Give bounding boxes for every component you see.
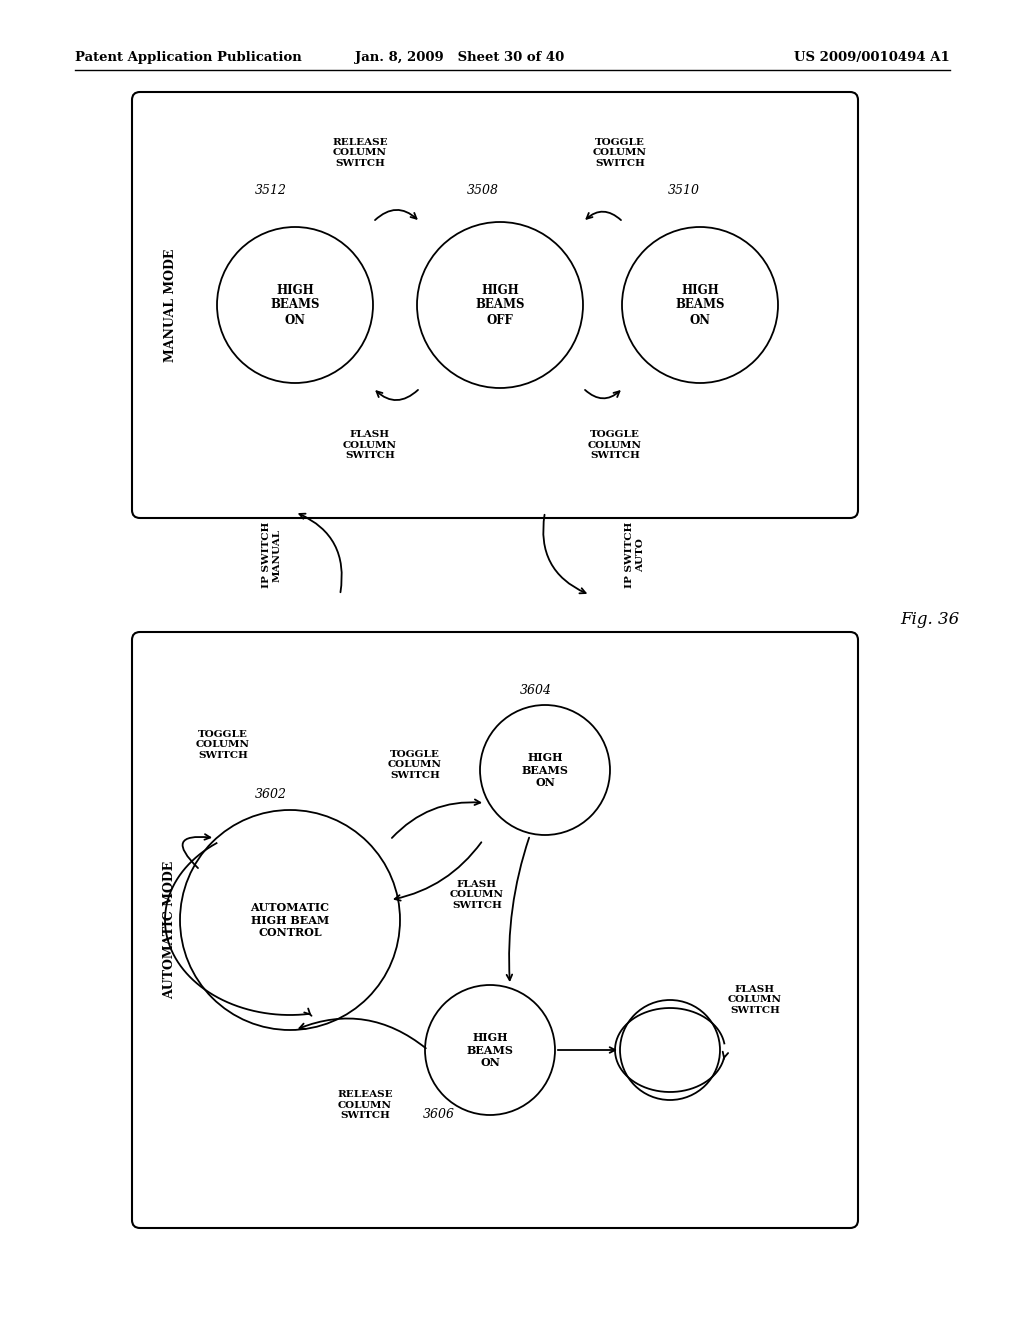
Text: TOGGLE
COLUMN
SWITCH: TOGGLE COLUMN SWITCH (593, 139, 647, 168)
Text: HIGH
BEAMS
ON: HIGH BEAMS ON (467, 1032, 513, 1068)
Text: 3508: 3508 (467, 183, 499, 197)
Text: RELEASE
COLUMN
SWITCH: RELEASE COLUMN SWITCH (337, 1090, 393, 1119)
Text: IP SWITCH
MANUAL: IP SWITCH MANUAL (262, 521, 282, 589)
Circle shape (480, 705, 610, 836)
Text: IP SWITCH
AUTO: IP SWITCH AUTO (626, 521, 645, 589)
Text: HIGH
BEAMS
ON: HIGH BEAMS ON (675, 284, 725, 326)
Text: TOGGLE
COLUMN
SWITCH: TOGGLE COLUMN SWITCH (588, 430, 642, 459)
Text: FLASH
COLUMN
SWITCH: FLASH COLUMN SWITCH (728, 985, 782, 1015)
Text: HIGH
BEAMS
ON: HIGH BEAMS ON (270, 284, 319, 326)
Text: AUTOMATIC
HIGH BEAM
CONTROL: AUTOMATIC HIGH BEAM CONTROL (251, 902, 330, 939)
Text: TOGGLE
COLUMN
SWITCH: TOGGLE COLUMN SWITCH (388, 750, 442, 780)
Text: AUTOMATIC MODE: AUTOMATIC MODE (164, 861, 176, 999)
Text: 3602: 3602 (255, 788, 287, 801)
Text: HIGH
BEAMS
OFF: HIGH BEAMS OFF (475, 284, 524, 326)
Circle shape (622, 227, 778, 383)
Text: 3512: 3512 (255, 183, 287, 197)
Text: TOGGLE
COLUMN
SWITCH: TOGGLE COLUMN SWITCH (196, 730, 250, 760)
Text: FLASH
COLUMN
SWITCH: FLASH COLUMN SWITCH (450, 880, 504, 909)
Text: Patent Application Publication: Patent Application Publication (75, 51, 302, 65)
Circle shape (425, 985, 555, 1115)
Text: Jan. 8, 2009   Sheet 30 of 40: Jan. 8, 2009 Sheet 30 of 40 (355, 51, 564, 65)
Text: Fig. 36: Fig. 36 (900, 611, 959, 628)
Circle shape (180, 810, 400, 1030)
Text: 3604: 3604 (520, 684, 552, 697)
Text: RELEASE
COLUMN
SWITCH: RELEASE COLUMN SWITCH (332, 139, 388, 168)
Text: 3510: 3510 (668, 183, 700, 197)
Circle shape (620, 1001, 720, 1100)
FancyBboxPatch shape (132, 632, 858, 1228)
FancyBboxPatch shape (132, 92, 858, 517)
Text: HIGH
BEAMS
ON: HIGH BEAMS ON (521, 751, 568, 788)
Circle shape (217, 227, 373, 383)
Text: FLASH
COLUMN
SWITCH: FLASH COLUMN SWITCH (343, 430, 397, 459)
Text: 3606: 3606 (423, 1109, 455, 1122)
Circle shape (417, 222, 583, 388)
Text: US 2009/0010494 A1: US 2009/0010494 A1 (795, 51, 950, 65)
Text: MANUAL MODE: MANUAL MODE (164, 248, 176, 362)
